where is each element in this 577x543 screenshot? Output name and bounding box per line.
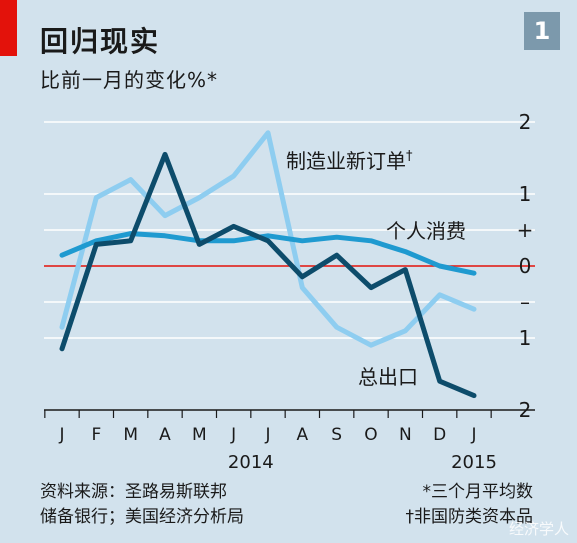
x-axis: J F M A M J J A S O N D J 2014 2015 — [44, 409, 535, 473]
x-tick-label: D — [433, 425, 446, 445]
series-line-2 — [59, 151, 477, 399]
series-labels: 制造业新订单† 个人消费 总出口 — [286, 149, 466, 389]
x-tick-label: A — [159, 425, 171, 445]
series-label-manufacturing: 制造业新订单† — [286, 149, 413, 173]
y-tick-label: 0 — [519, 254, 532, 278]
footnotes: *三个月平均数 †非国防类资本品 — [406, 480, 534, 530]
source-note: 资料来源：圣路易斯联邦 储备银行；美国经济分析局 — [40, 480, 244, 530]
y-axis-ticks: 21+0–12 — [517, 110, 534, 422]
y-tick-label: 1 — [519, 182, 532, 206]
source-line-1: 资料来源：圣路易斯联邦 — [40, 482, 227, 502]
y-tick-label: 1 — [519, 326, 532, 350]
y-tick-label: + — [517, 218, 534, 242]
x-tick-label: J — [230, 425, 236, 445]
series-label-exports: 总出口 — [358, 365, 418, 389]
x-tick-label: F — [91, 425, 101, 445]
year-label: 2014 — [228, 452, 274, 473]
footnote-capital-goods: †非国防类资本品 — [405, 507, 534, 527]
chart-subtitle: 比前一月的变化%* — [40, 68, 219, 92]
chart-title: 回归现实 — [40, 25, 161, 58]
series-lines — [59, 130, 477, 399]
footnote-average: *三个月平均数 — [422, 482, 534, 502]
source-line-2: 储备银行；美国经济分析局 — [40, 507, 244, 527]
series-line-1 — [59, 231, 477, 276]
watermark: 经济学人 — [508, 520, 569, 538]
brand-red-tab — [0, 0, 17, 56]
x-tick-label: J — [470, 425, 476, 445]
series-label-manufacturing-mark: † — [406, 149, 413, 164]
y-tick-label: 2 — [519, 110, 532, 134]
x-tick-label: J — [58, 425, 64, 445]
series-label-consumption: 个人消费 — [386, 219, 466, 243]
x-tick-label: M — [192, 425, 207, 445]
x-tick-label: S — [331, 425, 342, 445]
x-tick-label: N — [399, 425, 412, 445]
series-line-0 — [59, 130, 477, 348]
x-tick-label: O — [364, 425, 377, 445]
chart-number-badge: 1 — [524, 12, 560, 50]
x-tick-label: M — [123, 425, 138, 445]
x-tick-label: A — [297, 425, 309, 445]
y-tick-label: – — [520, 290, 530, 314]
x-tick-label: J — [264, 425, 270, 445]
year-label: 2015 — [451, 452, 497, 473]
